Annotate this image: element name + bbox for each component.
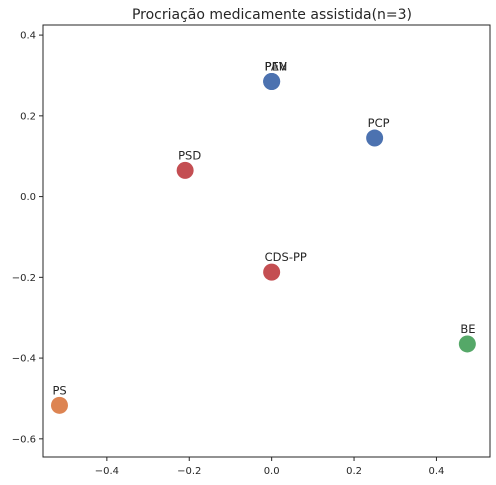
data-points <box>50 73 476 414</box>
y-tick-label: 0.2 <box>20 111 36 122</box>
y-tick-label: −0.6 <box>12 434 36 445</box>
data-point-ps <box>50 396 68 414</box>
y-tick-label: 0.4 <box>20 31 36 42</box>
data-point-be <box>458 335 476 353</box>
x-tick-label: −0.4 <box>95 466 119 477</box>
point-label-cds-pp: CDS-PP <box>265 250 307 264</box>
x-tick-label: 0.0 <box>264 466 280 477</box>
x-axis: −0.4 −0.2 0.0 0.2 0.4 <box>95 457 444 477</box>
x-tick-label: 0.4 <box>428 466 444 477</box>
data-point-pcp <box>366 129 384 147</box>
point-label-pcp: PCP <box>368 116 390 130</box>
point-label-psd: PSD <box>178 148 201 162</box>
data-point-cds-pp <box>263 263 281 281</box>
y-tick-label: −0.4 <box>12 354 36 365</box>
point-label-ps: PS <box>52 383 66 397</box>
chart-title: Procriação medicamente assistida(n=3) <box>132 7 412 23</box>
point-label-be: BE <box>460 322 475 336</box>
y-tick-label: −0.2 <box>12 273 36 284</box>
data-point-pan <box>263 73 281 91</box>
y-tick-label: 0.0 <box>20 192 36 203</box>
y-axis: −0.6 −0.4 −0.2 0.0 0.2 0.4 <box>12 31 43 445</box>
point-label-pan: PAN <box>265 60 288 74</box>
x-tick-label: 0.2 <box>346 466 362 477</box>
x-tick-label: −0.2 <box>177 466 201 477</box>
plot-area <box>42 24 491 458</box>
data-point-psd <box>176 161 194 179</box>
point-label-pev: PEV <box>265 60 287 74</box>
